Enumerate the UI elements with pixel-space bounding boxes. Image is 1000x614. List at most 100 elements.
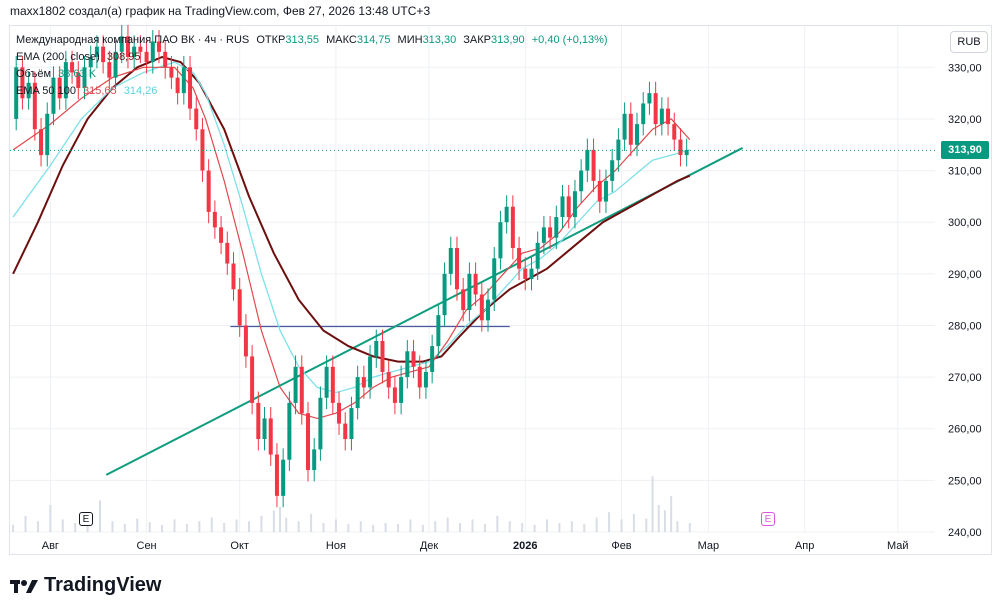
legend-low-label: МИН [397, 34, 423, 46]
volume-bar [210, 517, 213, 532]
candle-body [349, 408, 354, 440]
trend-line [105, 147, 744, 476]
volume-bar [185, 523, 188, 532]
x-tick-label: Окт [230, 540, 249, 552]
candle-body [70, 62, 75, 73]
candle-body [368, 356, 373, 388]
candle-body [231, 263, 236, 290]
candle-body [647, 93, 652, 104]
candle-body [616, 139, 621, 161]
candle-body [392, 387, 397, 403]
candle-body [113, 51, 118, 78]
volume-bar [99, 500, 102, 532]
candle-body [51, 77, 56, 114]
ema50-line [12, 66, 691, 420]
candle-body [144, 51, 149, 63]
volume-bar [359, 521, 362, 532]
candle-body [436, 315, 441, 347]
volume-bar [123, 523, 126, 532]
candle-body [492, 258, 497, 300]
legend-high-value: 314,75 [356, 34, 391, 46]
candle-body [585, 149, 590, 171]
candle-body [175, 77, 180, 94]
candle-body [684, 149, 689, 156]
volume-bar [24, 515, 27, 532]
x-tick-label: Апр [795, 540, 814, 552]
legend-ema200-value: 308,95 [106, 51, 141, 63]
y-tick-label: 310,00 [948, 166, 982, 178]
x-tick-label: Авг [42, 540, 59, 552]
legend-ema-pair-row[interactable]: EMA 50 100 315,65 314,26 [16, 83, 608, 100]
candle-body [225, 242, 230, 264]
candle-body [107, 62, 112, 78]
x-tick-label: 2026 [513, 540, 537, 552]
candle-body [343, 423, 348, 440]
x-tick-label: Дек [420, 540, 439, 552]
volume-bar [545, 519, 548, 532]
candle-body [659, 108, 664, 125]
candle-body [163, 51, 168, 68]
candle-body [200, 129, 205, 171]
candle-body [610, 160, 615, 181]
candle-body [386, 371, 391, 388]
earnings-event-marker-upcoming[interactable]: E [761, 512, 775, 526]
legend-ema200-row[interactable]: EMA (200, close) 308,95 [16, 49, 608, 66]
y-tick-label: 250,00 [948, 475, 982, 487]
candle-body [622, 113, 627, 140]
last-price-label: 313,90 [941, 141, 989, 159]
candle-body [293, 366, 298, 403]
y-tick-label: 240,00 [948, 527, 982, 539]
y-tick-label: 280,00 [948, 320, 982, 332]
volume-bar [670, 496, 673, 532]
candle-body [411, 351, 416, 367]
candle-body [312, 449, 317, 471]
chart-legend: Международная компания ПАО ВК · 4ч · RUS… [16, 32, 608, 100]
candle-body [94, 46, 99, 57]
candle-body [212, 211, 217, 228]
legend-volume-label: Объём [16, 68, 52, 80]
candle-body [666, 108, 671, 125]
legend-symbol[interactable]: Международная компания ПАО ВК · 4ч · RUS [16, 34, 250, 46]
candle-body [399, 377, 404, 403]
footer-brand[interactable]: TradingView [10, 574, 161, 597]
candle-body [20, 67, 25, 99]
y-tick-label: 260,00 [948, 424, 982, 436]
ema200-line [12, 55, 691, 363]
earnings-event-marker[interactable]: E [79, 512, 93, 526]
currency-button[interactable]: RUB [950, 31, 988, 53]
volume-bar [384, 523, 387, 532]
x-tick-label: Сен [137, 540, 157, 552]
candle-body [268, 418, 273, 455]
candle-body [417, 366, 422, 388]
legend-volume-row[interactable]: Объём 38,63 K [16, 66, 608, 83]
candle-body [479, 294, 484, 321]
candle-body [361, 377, 366, 388]
volume-bars [12, 476, 691, 532]
legend-open-value: 313,55 [285, 34, 320, 46]
volume-bar [223, 523, 226, 532]
candle-body [243, 325, 248, 357]
volume-bar [459, 523, 462, 532]
volume-bar [558, 523, 561, 532]
y-tick-label: 270,00 [948, 372, 982, 384]
chart-axes: 240,00 250,00 260,00 270,00 280,00 290,00 300,… [42, 62, 982, 552]
volume-bar [397, 523, 400, 532]
candle-body [256, 402, 261, 440]
candle-body [39, 129, 44, 156]
volume-bar [645, 518, 648, 532]
candle-body [374, 340, 379, 357]
candle-body [355, 377, 360, 409]
chart-frame[interactable] [9, 25, 992, 555]
volume-bar [651, 476, 654, 532]
candle-body [88, 56, 93, 68]
volume-bar [347, 523, 350, 532]
volume-bar [676, 521, 679, 532]
volume-bar [421, 524, 424, 532]
legend-close-value: 313,90 [491, 34, 525, 46]
volume-bar [533, 524, 536, 532]
x-tick-label: Май [887, 540, 909, 552]
volume-bar [471, 519, 474, 532]
candle-body [504, 206, 509, 223]
volume-bar [111, 521, 114, 532]
